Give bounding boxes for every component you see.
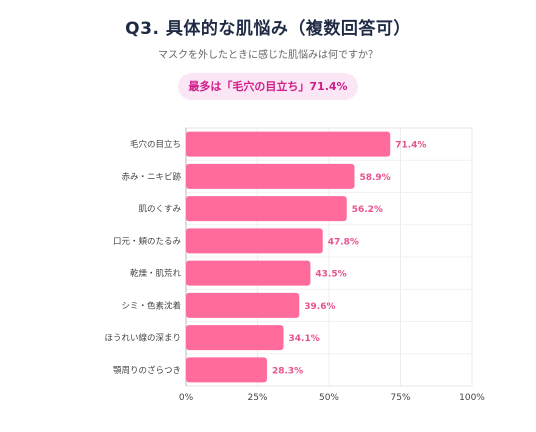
highlight-badge: 最多は「毛穴の目立ち」71.4% <box>178 73 358 100</box>
x-tick-label: 0% <box>179 393 194 403</box>
category-label: 乾燥・肌荒れ <box>130 268 182 279</box>
category-label: ほうれい線の深まり <box>104 333 181 344</box>
bar <box>186 260 311 286</box>
category-label: 口元・頬のたるみ <box>113 236 182 247</box>
bar <box>186 228 323 254</box>
category-label: 肌のくすみ <box>138 205 181 215</box>
bar <box>186 131 391 157</box>
category-label: 赤み・ニキビ跡 <box>121 171 181 182</box>
category-label: 顎周りのざらつき <box>113 365 181 376</box>
bar <box>186 163 355 189</box>
chart-title: Q3. 具体的な肌悩み（複数回答可） <box>125 19 411 39</box>
value-label: 43.5% <box>315 270 346 280</box>
x-tick-label: 75% <box>390 393 410 403</box>
value-label: 71.4% <box>395 141 426 151</box>
value-label: 39.6% <box>304 302 335 312</box>
bar <box>186 196 347 222</box>
x-tick-label: 50% <box>319 393 339 403</box>
category-label: 毛穴の目立ち <box>130 139 181 150</box>
value-label: 28.3% <box>272 366 303 376</box>
bar <box>186 292 300 318</box>
x-tick-label: 25% <box>247 393 267 403</box>
value-label: 34.1% <box>289 334 320 344</box>
bar <box>186 325 284 351</box>
category-label: シミ・色素沈着 <box>121 300 181 311</box>
value-label: 56.2% <box>352 205 383 215</box>
value-label: 47.8% <box>328 237 359 247</box>
value-label: 58.9% <box>359 173 390 183</box>
chart-subtitle: マスクを外したときに感じた肌悩みは何ですか？ <box>158 50 378 61</box>
x-tick-label: 100% <box>459 393 485 403</box>
bar <box>186 357 267 383</box>
